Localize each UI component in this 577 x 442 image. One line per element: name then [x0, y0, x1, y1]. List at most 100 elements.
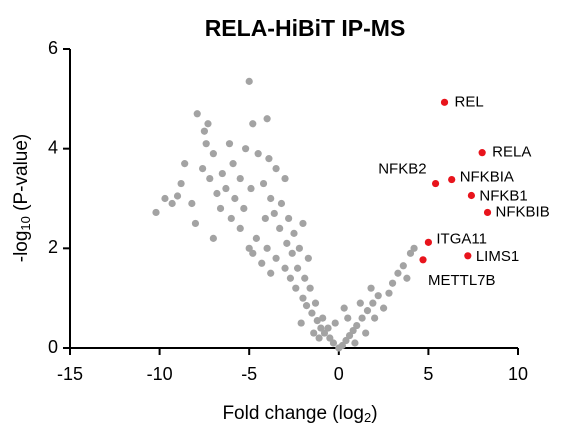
point [281, 264, 289, 272]
point [419, 256, 427, 264]
chart-title: RELA-HiBiT IP-MS [205, 15, 406, 41]
x-tick-label: -5 [241, 364, 257, 384]
point [276, 224, 284, 232]
x-tick-label: 10 [508, 364, 528, 384]
point [245, 244, 253, 252]
point [448, 175, 456, 184]
x-label-end: ) [371, 403, 377, 424]
point [267, 269, 275, 277]
point [304, 254, 312, 262]
point [329, 339, 338, 347]
point [369, 299, 377, 307]
point [345, 331, 354, 340]
point [299, 294, 307, 302]
point [292, 284, 300, 292]
point [277, 199, 286, 208]
point [380, 304, 388, 312]
point [222, 184, 230, 193]
point [301, 274, 309, 282]
point [272, 254, 280, 262]
point [356, 299, 364, 307]
point [311, 299, 320, 307]
x-axis-label: Fold change (log2) [222, 403, 377, 425]
point [259, 179, 268, 188]
point [254, 150, 262, 158]
y-axis-label: -log10 (P-value) [11, 134, 33, 263]
point-label: ITGA11 [436, 230, 487, 247]
point [168, 199, 176, 208]
point [340, 304, 348, 312]
point [367, 284, 375, 292]
point [388, 279, 397, 287]
y-tick-label: 2 [48, 237, 58, 257]
point [290, 229, 298, 237]
x-tick-label: 0 [334, 364, 344, 384]
point [306, 284, 314, 292]
point [265, 155, 273, 163]
y-label-sub: 10 [18, 216, 33, 230]
point [358, 314, 366, 322]
point [308, 309, 316, 317]
point [173, 192, 182, 200]
point [326, 334, 334, 342]
point [478, 149, 486, 157]
x-tick-label: -10 [147, 364, 173, 384]
point [349, 326, 357, 335]
point [317, 324, 325, 332]
point [399, 262, 407, 270]
point [199, 165, 207, 173]
point [247, 184, 255, 193]
point-label: NFKBIA [460, 169, 514, 186]
point [424, 238, 432, 246]
point [299, 219, 307, 228]
point [227, 214, 235, 223]
point [431, 179, 440, 188]
point [406, 249, 415, 257]
point [263, 115, 271, 123]
point [353, 321, 361, 330]
x-label-sub: 2 [364, 410, 371, 425]
point-label: LIMS1 [476, 248, 519, 265]
point [403, 274, 411, 282]
point [225, 140, 234, 148]
y-label-text: -log [11, 231, 32, 263]
point [293, 264, 302, 272]
plot-area: -15 -10 -5 0 5 10 0 2 4 6 REL RELA NFKBIA NFKB2 NFKB1N… [48, 38, 550, 384]
y-tick-label: 4 [48, 137, 58, 157]
point [319, 314, 327, 322]
point [200, 127, 208, 135]
point [209, 150, 217, 158]
point [342, 336, 350, 345]
point [161, 194, 169, 203]
point-label: RELA [492, 144, 531, 161]
y-tick-label: 0 [48, 337, 58, 357]
point [229, 160, 237, 168]
point [315, 334, 323, 342]
point [464, 252, 472, 260]
point [263, 244, 271, 252]
point-label: METTL7B [428, 272, 496, 289]
point [258, 259, 266, 267]
point [152, 208, 160, 217]
point [351, 339, 359, 347]
point-label: NFKB2 [378, 161, 426, 178]
point [245, 77, 253, 85]
point [249, 120, 257, 128]
point [410, 244, 418, 252]
point [231, 194, 239, 203]
point [261, 214, 269, 223]
point [385, 289, 393, 297]
y-label-end: (P-value) [11, 134, 32, 216]
point [394, 269, 402, 277]
point [206, 174, 214, 183]
point [281, 174, 289, 183]
point [283, 239, 291, 247]
point [236, 174, 244, 183]
point [302, 302, 311, 310]
point [313, 316, 321, 325]
point-label: NFKB1 [479, 187, 527, 204]
point-label: REL [455, 93, 484, 110]
x-tick-label: 5 [423, 364, 433, 384]
